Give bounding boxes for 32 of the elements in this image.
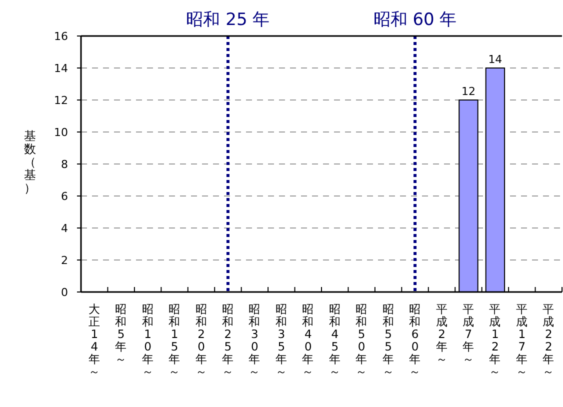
x-tick-label: 昭和60年～ (409, 302, 422, 378)
x-tick-label: 平成7年～ (462, 302, 474, 366)
y-axis-title: 基数（基） (24, 129, 36, 195)
y-tick-label: 16 (54, 30, 68, 43)
y-tick-label: 8 (61, 158, 68, 171)
x-tick-label: 昭和35年～ (275, 302, 288, 378)
y-tick-label: 12 (54, 94, 68, 107)
x-tick-label: 平成12年～ (489, 302, 502, 378)
y-tick-label: 14 (54, 62, 68, 75)
x-tick-label: 昭和15年～ (168, 302, 181, 378)
y-tick-label: 10 (54, 126, 68, 139)
x-tick-label: 昭和45年～ (328, 302, 341, 378)
y-tick-label: 6 (61, 190, 68, 203)
x-tick-label: 昭和30年～ (248, 302, 261, 378)
data-label: 12 (461, 85, 476, 98)
x-tick-label: 昭和5年～ (115, 302, 128, 366)
x-tick-label: 昭和20年～ (195, 302, 208, 378)
x-tick-label: 昭和25年～ (222, 302, 234, 378)
x-tick-label: 大正14年～ (88, 302, 100, 378)
x-tick-label: 昭和10年～ (142, 302, 154, 378)
x-tick-label: 平成17年～ (516, 302, 528, 378)
y-tick-label: 0 (61, 286, 68, 299)
ref-line-label: 昭和 25 年 (186, 10, 270, 30)
x-tick-label: 昭和40年～ (302, 302, 314, 378)
y-tick-label: 2 (61, 254, 68, 267)
ref-line-label: 昭和 60 年 (373, 10, 457, 30)
x-tick-label: 昭和50年～ (356, 302, 368, 378)
x-tick-label: 平成2年～ (436, 302, 448, 366)
x-tick-label: 昭和55年～ (382, 302, 394, 378)
x-tick-label: 平成22年～ (542, 302, 555, 378)
y-tick-label: 4 (61, 222, 68, 235)
data-label: 14 (488, 53, 502, 66)
